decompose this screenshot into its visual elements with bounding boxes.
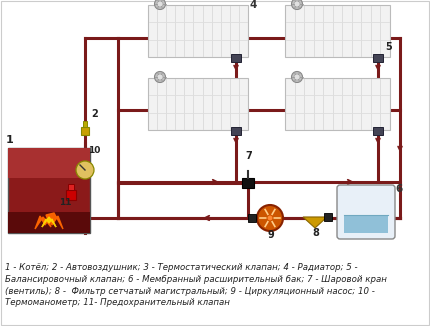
Circle shape [292, 71, 302, 82]
Text: 2: 2 [91, 109, 98, 119]
Bar [344, 215, 388, 233]
Bar [242, 178, 254, 188]
Text: 5: 5 [385, 42, 392, 52]
Circle shape [257, 205, 283, 231]
Circle shape [157, 1, 163, 7]
Text: 8: 8 [312, 228, 319, 238]
Bar [66, 190, 76, 200]
Circle shape [154, 71, 166, 82]
FancyBboxPatch shape [8, 148, 90, 233]
Text: 1: 1 [6, 135, 14, 145]
Polygon shape [35, 213, 63, 229]
Bar [373, 54, 383, 62]
Circle shape [76, 161, 94, 179]
Text: 6: 6 [395, 184, 402, 194]
Bar [83, 121, 87, 127]
Circle shape [292, 0, 302, 9]
Bar [68, 184, 74, 190]
Text: 10: 10 [88, 146, 100, 155]
Bar [148, 78, 248, 130]
Circle shape [267, 215, 273, 221]
Polygon shape [303, 217, 327, 228]
Text: 11: 11 [59, 198, 71, 207]
Text: 4: 4 [250, 0, 258, 10]
Circle shape [154, 0, 166, 9]
Bar [81, 127, 89, 135]
Text: 7: 7 [245, 151, 252, 161]
Bar [285, 5, 390, 57]
Polygon shape [42, 217, 56, 227]
Text: 1 - Котёл; 2 - Автовоздушник; 3 - Термостатический клапан; 4 - Радиатор; 5 -
Бал: 1 - Котёл; 2 - Автовоздушник; 3 - Термос… [5, 263, 387, 307]
Bar [8, 148, 90, 178]
Bar [231, 54, 241, 62]
Bar [373, 127, 383, 135]
Circle shape [294, 1, 300, 7]
FancyBboxPatch shape [337, 185, 395, 239]
Bar [8, 212, 90, 233]
Text: 9: 9 [267, 230, 274, 240]
Circle shape [294, 74, 300, 80]
Bar [248, 214, 256, 222]
Circle shape [157, 74, 163, 80]
Bar [324, 213, 332, 221]
Bar [148, 5, 248, 57]
Bar [285, 78, 390, 130]
Bar [231, 127, 241, 135]
